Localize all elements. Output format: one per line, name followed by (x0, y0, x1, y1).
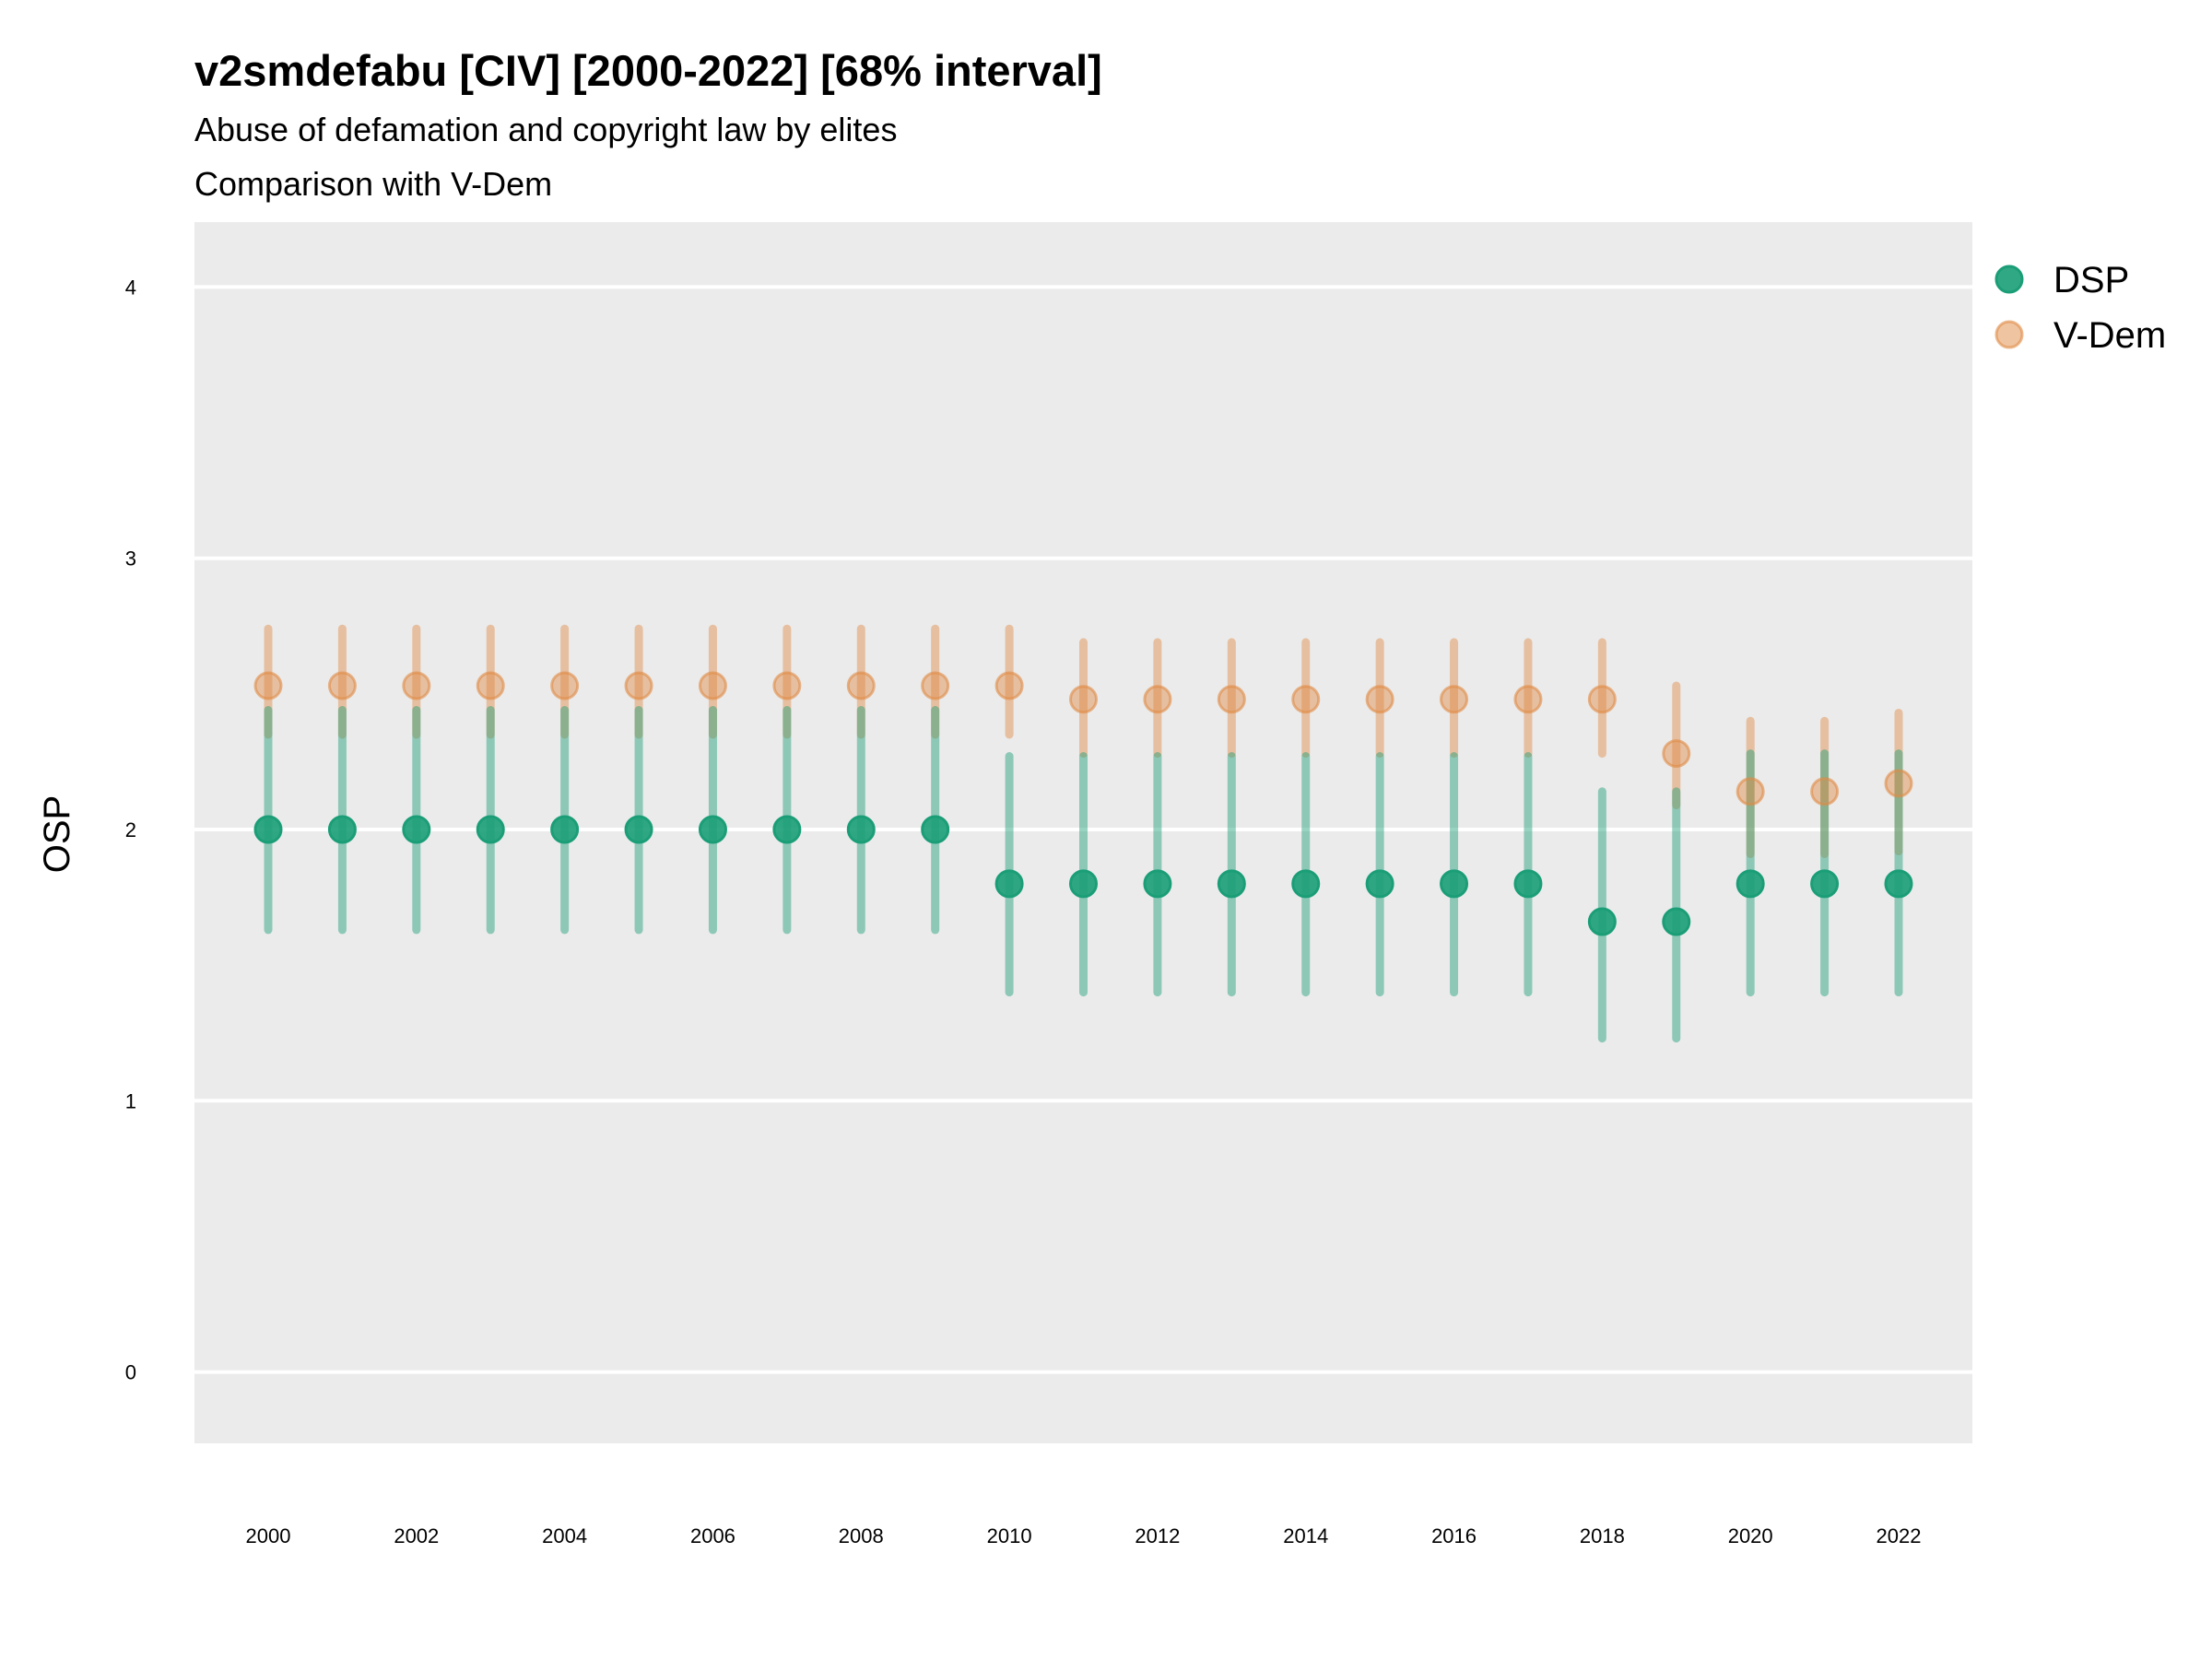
point-dsp (846, 815, 876, 844)
point-v-dem (1217, 685, 1246, 714)
point-dsp (994, 869, 1024, 899)
point-dsp (402, 815, 431, 844)
point-v-dem (1884, 769, 1913, 798)
point-v-dem (772, 671, 802, 700)
point-dsp (476, 815, 505, 844)
x-tick-label: 2004 (542, 1524, 587, 1547)
point-v-dem (550, 671, 580, 700)
point-v-dem (327, 671, 357, 700)
legend-label-dsp: DSP (2053, 260, 2129, 300)
y-tick-label: 4 (125, 276, 136, 299)
point-dsp (1587, 907, 1617, 936)
x-tick-label: 2012 (1135, 1524, 1180, 1547)
x-tick-label: 2018 (1580, 1524, 1625, 1547)
y-axis-label: OSP (37, 795, 77, 873)
point-dsp (921, 815, 950, 844)
point-dsp (1513, 869, 1543, 899)
y-tick-label: 0 (125, 1361, 136, 1384)
point-v-dem (1513, 685, 1543, 714)
point-v-dem (698, 671, 727, 700)
point-v-dem (846, 671, 876, 700)
point-v-dem (1662, 739, 1691, 769)
point-dsp (698, 815, 727, 844)
x-tick-label: 2008 (839, 1524, 884, 1547)
point-dsp (550, 815, 580, 844)
point-dsp (1291, 869, 1321, 899)
x-tick-label: 2006 (690, 1524, 735, 1547)
x-tick-label: 2002 (394, 1524, 439, 1547)
point-dsp (772, 815, 802, 844)
chart-subtitle: Abuse of defamation and copyright law by… (194, 111, 897, 148)
point-v-dem (1143, 685, 1172, 714)
y-tick-label: 2 (125, 818, 136, 841)
point-dsp (327, 815, 357, 844)
point-v-dem (253, 671, 283, 700)
point-v-dem (1810, 777, 1840, 806)
point-dsp (1735, 869, 1765, 899)
x-tick-label: 2000 (246, 1524, 291, 1547)
x-tick-label: 2020 (1728, 1524, 1773, 1547)
point-v-dem (1291, 685, 1321, 714)
point-v-dem (921, 671, 950, 700)
point-v-dem (402, 671, 431, 700)
point-dsp (253, 815, 283, 844)
legend-label-v-dem: V-Dem (2053, 315, 2166, 356)
point-dsp (1810, 869, 1840, 899)
point-dsp (1143, 869, 1172, 899)
x-tick-label: 2016 (1431, 1524, 1477, 1547)
x-tick-label: 2022 (1877, 1524, 1922, 1547)
x-tick-label: 2014 (1283, 1524, 1328, 1547)
y-tick-label: 3 (125, 547, 136, 571)
point-v-dem (994, 671, 1024, 700)
point-dsp (1662, 907, 1691, 936)
y-tick-label: 1 (125, 1089, 136, 1112)
point-v-dem (624, 671, 653, 700)
point-v-dem (1735, 777, 1765, 806)
point-dsp (1365, 869, 1394, 899)
point-v-dem (476, 671, 505, 700)
point-v-dem (1440, 685, 1469, 714)
chart-title: v2smdefabu [CIV] [2000-2022] [68% interv… (194, 46, 1102, 95)
point-dsp (1069, 869, 1098, 899)
legend: DSP V-Dem (1994, 260, 2166, 356)
point-dsp (624, 815, 653, 844)
legend-key-v-dem (1994, 320, 2024, 349)
legend-key-dsp (1994, 265, 2024, 294)
point-dsp (1217, 869, 1246, 899)
point-v-dem (1587, 685, 1617, 714)
x-tick-label: 2010 (987, 1524, 1032, 1547)
point-v-dem (1365, 685, 1394, 714)
point-dsp (1440, 869, 1469, 899)
chart-caption: Comparison with V-Dem (194, 165, 552, 203)
point-v-dem (1069, 685, 1098, 714)
point-dsp (1884, 869, 1913, 899)
